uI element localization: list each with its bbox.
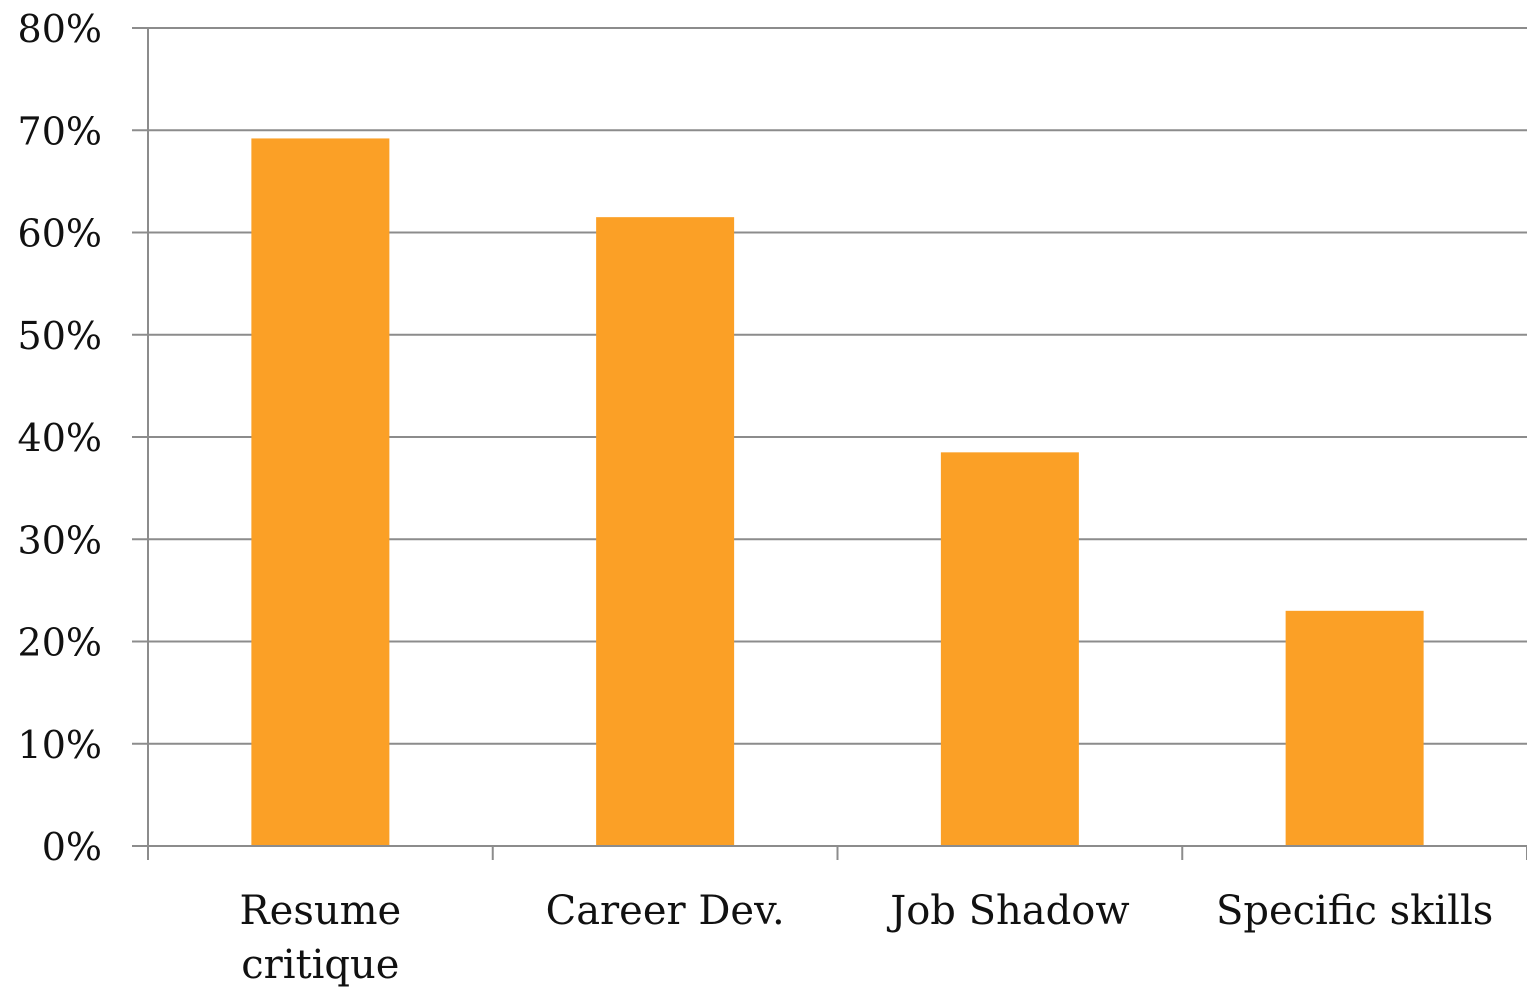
x-category-label-line: Specific skills (1216, 888, 1493, 934)
y-tick-label: 10% (18, 723, 102, 767)
axes (132, 27, 1527, 860)
y-tick-label: 80% (18, 7, 102, 51)
x-tick-labels: Resume critique Career Dev. Job Shadow Speci… (240, 888, 1494, 988)
y-tick-label: 40% (18, 416, 102, 460)
y-tick-label: 20% (18, 621, 102, 665)
x-category-label-line: Job Shadow (886, 888, 1129, 934)
bar-specific-skills (1285, 610, 1424, 846)
y-tick-label: 0% (42, 825, 102, 869)
x-category-label: Specific skills (1216, 888, 1493, 934)
y-tick-label: 60% (18, 212, 102, 256)
y-tick-labels: 0% 10% 20% 30% 40% 50% 60% 70% 80% (18, 7, 102, 869)
bar-resume-critique (251, 138, 390, 846)
x-category-label-line: Career Dev. (546, 888, 785, 934)
y-tick-label: 70% (18, 109, 102, 153)
x-category-label-line: Resume (240, 888, 402, 934)
x-category-label: Resume critique (240, 888, 402, 988)
x-category-label: Job Shadow (886, 888, 1129, 934)
y-tick-label: 50% (18, 314, 102, 358)
bar-career-dev (596, 217, 735, 847)
x-category-label-line: critique (241, 942, 399, 988)
bars (251, 138, 1424, 847)
y-tick-label: 30% (18, 518, 102, 562)
x-category-label: Career Dev. (546, 888, 785, 934)
bar-job-shadow (940, 452, 1079, 846)
